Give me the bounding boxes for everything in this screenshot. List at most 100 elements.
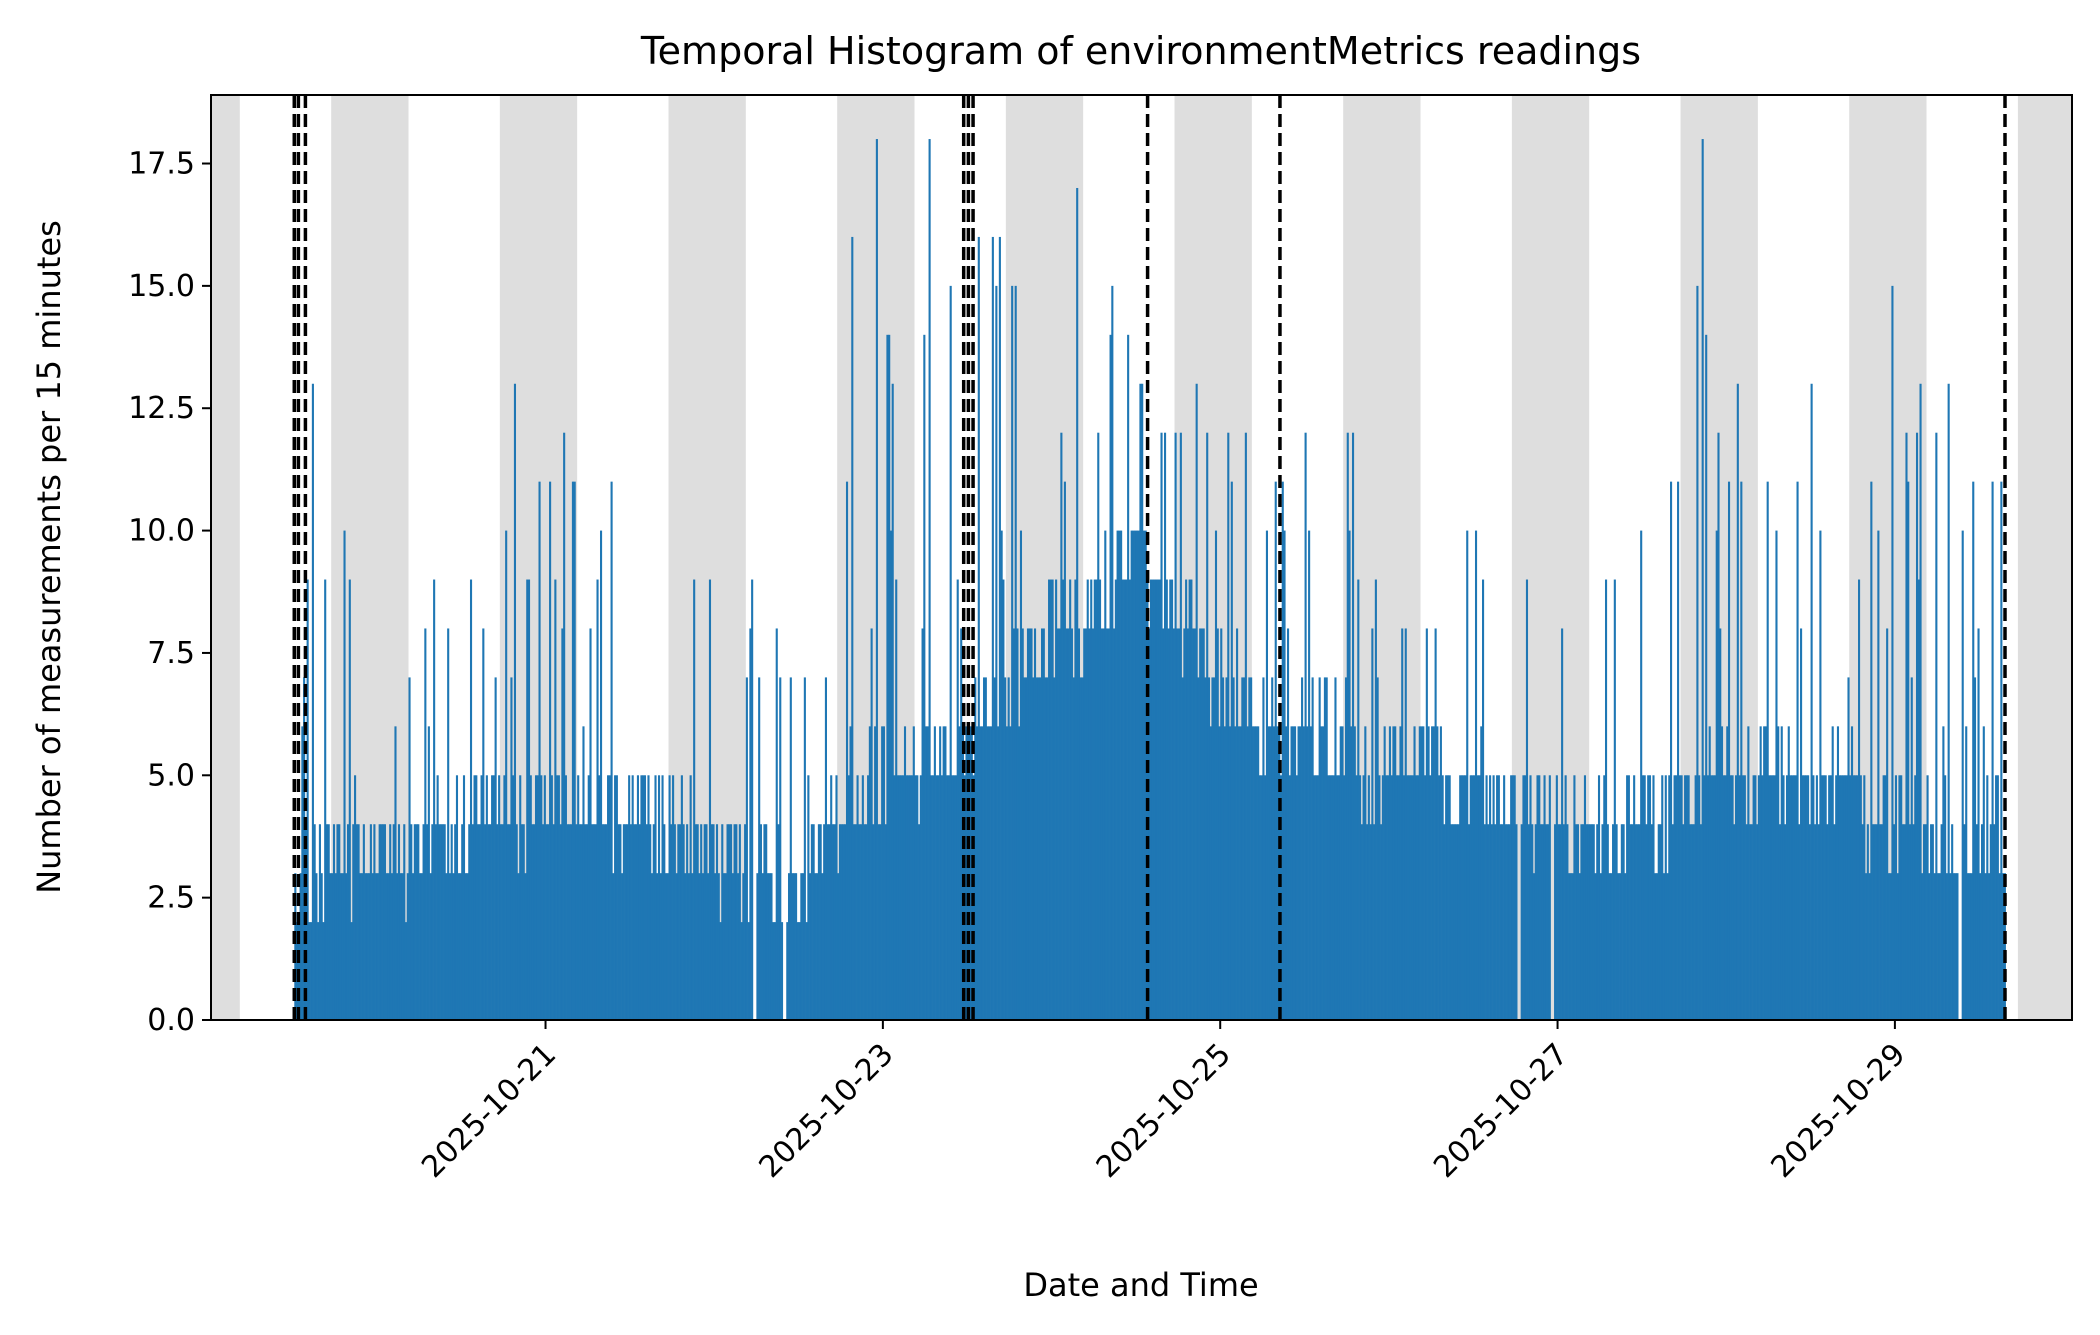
- histogram-bar-51: [383, 824, 386, 1020]
- axes-frame: [210, 94, 2073, 1021]
- histogram-bar-500: [1179, 432, 1182, 1020]
- histogram-bar-738: [1604, 579, 1608, 1020]
- histogram-bar-904: [1896, 873, 1899, 1020]
- histogram-bar-136: [533, 824, 536, 1020]
- histogram-bar-719: [1571, 873, 1574, 1020]
- histogram-bar-948: [1977, 628, 1980, 1020]
- histogram-bar-148: [554, 579, 557, 1020]
- histogram-bar-224: [687, 873, 690, 1020]
- histogram-bar-175: [601, 824, 604, 1020]
- histogram-bar-326: [874, 726, 877, 1020]
- histogram-bar-612: [1376, 677, 1379, 1020]
- histogram-bar-635: [1416, 775, 1420, 1020]
- histogram-bar-605: [1364, 726, 1367, 1020]
- histogram-bar-509: [1195, 383, 1198, 1021]
- histogram-bar-221: [682, 824, 685, 1020]
- histogram-bar-91: [454, 824, 457, 1020]
- histogram-bar-609: [1371, 628, 1374, 1020]
- histogram-bar-301: [830, 775, 833, 1020]
- histogram-bar-921: [1926, 775, 1929, 1020]
- histogram-bar-61: [401, 873, 404, 1020]
- histogram-bar-76: [427, 726, 430, 1020]
- histogram-bar-569: [1301, 677, 1304, 1020]
- histogram-bar-288: [807, 775, 810, 1020]
- histogram-bar-320: [863, 824, 866, 1020]
- histogram-bar-324: [870, 628, 873, 1020]
- histogram-bar-99: [468, 824, 471, 1020]
- histogram-bar-400: [1004, 677, 1007, 1020]
- histogram-bar-374: [958, 726, 961, 1020]
- histogram-bar-457: [1104, 530, 1107, 1020]
- histogram-bar-820: [1749, 824, 1752, 1020]
- histogram-bar-409: [1019, 530, 1023, 1020]
- histogram-bar-700: [1534, 824, 1537, 1020]
- histogram-bar-336: [891, 383, 894, 1021]
- histogram-bar-276: [786, 922, 789, 1020]
- histogram-bar-398: [1000, 530, 1003, 1020]
- histogram-bar-572: [1306, 726, 1309, 1020]
- histogram-bar-762: [1647, 775, 1650, 1020]
- histogram-bar-934: [1949, 873, 1952, 1020]
- histogram-bar-244: [722, 873, 726, 1020]
- histogram-bar-245: [724, 873, 727, 1020]
- histogram-bar-726: [1583, 775, 1587, 1020]
- histogram-bar-128: [519, 775, 522, 1020]
- histogram-bar-157: [570, 824, 573, 1020]
- histogram-bar-776: [1671, 824, 1674, 1020]
- histogram-bar-920: [1924, 824, 1927, 1020]
- histogram-bar-839: [1782, 775, 1785, 1020]
- histogram-bar-492: [1165, 579, 1168, 1020]
- histogram-bar-115: [496, 824, 499, 1020]
- histogram-bar-262: [758, 677, 761, 1020]
- histogram-bar-624: [1397, 775, 1400, 1020]
- histogram-bar-863: [1824, 775, 1827, 1020]
- histogram-bar-216: [673, 824, 676, 1020]
- histogram-bar-273: [777, 824, 780, 1020]
- histogram-bar-28: [343, 530, 346, 1020]
- histogram-bar-159: [573, 481, 576, 1020]
- histogram-bar-389: [984, 677, 987, 1020]
- histogram-bar-226: [691, 873, 694, 1020]
- histogram-bar-487: [1156, 579, 1160, 1020]
- histogram-bar-634: [1415, 775, 1418, 1020]
- histogram-bar-17: [324, 579, 327, 1020]
- histogram-bar-622: [1394, 726, 1397, 1020]
- histogram-bar-551: [1269, 726, 1272, 1020]
- histogram-bar-865: [1828, 775, 1831, 1020]
- histogram-bar-546: [1260, 775, 1263, 1020]
- histogram-bar-480: [1144, 530, 1147, 1020]
- histogram-bar-893: [1877, 530, 1880, 1020]
- histogram-bar-393: [991, 236, 994, 1020]
- histogram-bar-771: [1662, 873, 1666, 1020]
- histogram-bar-801: [1715, 530, 1718, 1020]
- histogram-bar-631: [1409, 775, 1413, 1020]
- histogram-bar-791: [1698, 775, 1701, 1020]
- histogram-bar-596: [1348, 530, 1351, 1020]
- histogram-bar-147: [552, 824, 555, 1020]
- histogram-bar-232: [701, 873, 705, 1020]
- histogram-bar-668: [1474, 530, 1478, 1020]
- histogram-bar-361: [935, 775, 938, 1020]
- histogram-bar-485: [1153, 579, 1156, 1020]
- histogram-bar-702: [1538, 775, 1541, 1020]
- histogram-bar-425: [1048, 579, 1051, 1020]
- histogram-bar-405: [1012, 628, 1015, 1020]
- histogram-bar-632: [1411, 775, 1414, 1020]
- histogram-bar-185: [619, 824, 622, 1020]
- histogram-bar-428: [1053, 677, 1056, 1020]
- histogram-bar-438: [1070, 628, 1073, 1020]
- histogram-bar-27: [341, 873, 344, 1020]
- histogram-bar-32: [350, 922, 353, 1020]
- histogram-bar-65: [408, 677, 411, 1020]
- histogram-bar-12: [315, 873, 318, 1020]
- histogram-bar-264: [761, 873, 764, 1020]
- histogram-bar-777: [1673, 775, 1676, 1020]
- histogram-bar-810: [1731, 775, 1734, 1020]
- histogram-bar-53: [387, 873, 390, 1020]
- histogram-bar-466: [1120, 530, 1123, 1020]
- histogram-bar-763: [1648, 775, 1652, 1020]
- chart-title: Temporal Histogram of environmentMetrics…: [640, 29, 1641, 73]
- histogram-bar-628: [1404, 628, 1407, 1020]
- histogram-bar-600: [1355, 775, 1358, 1020]
- histogram-bar-778: [1675, 775, 1678, 1020]
